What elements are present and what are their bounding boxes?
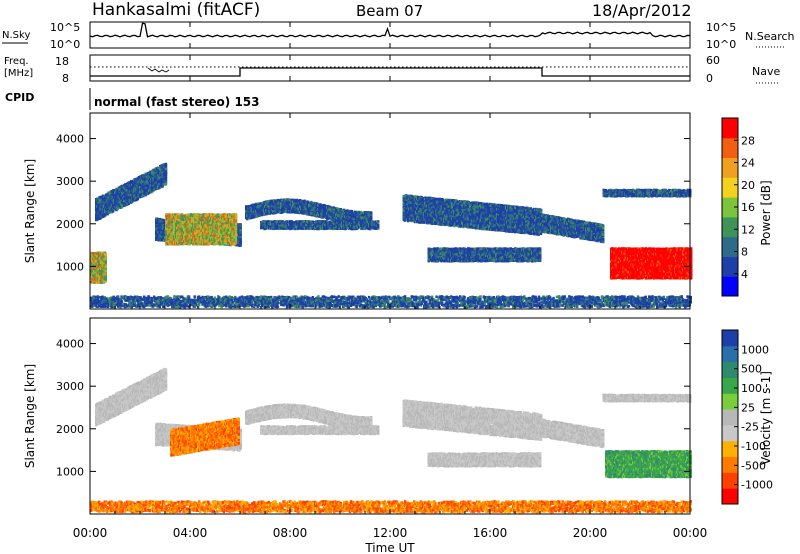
nave-tick-low: 0	[706, 72, 713, 85]
beam-label: Beam 07	[356, 2, 423, 20]
nsky-label: N.Sky	[2, 30, 30, 41]
noise-tick-high-right: 10^5	[706, 21, 736, 34]
noise-tick-low-right: 10^0	[706, 38, 736, 51]
plot-title: Hankasalmi (fitACF)	[92, 0, 260, 20]
nave-series	[90, 68, 690, 76]
date-label: 18/Apr/2012	[592, 1, 692, 20]
nave-label: Nave	[752, 65, 780, 78]
nave-series-blip	[148, 68, 169, 72]
figure: Hankasalmi (fitACF) Beam 07 18/Apr/2012 …	[0, 0, 800, 554]
nave-tick-high: 60	[706, 54, 720, 67]
cpid-label: CPID	[5, 91, 34, 104]
freq-tick-low: 8	[62, 72, 69, 85]
power-data	[90, 163, 692, 309]
cpid-text: normal (fast stereo) 153	[94, 95, 260, 109]
nsearch-label: N.Search	[745, 30, 795, 43]
noise-tick-low-left: 10^0	[50, 38, 80, 51]
freq-label: Freq.	[4, 56, 29, 67]
freq-unit-label: [MHz]	[4, 68, 33, 79]
freq-tick-high: 18	[55, 55, 69, 68]
noise-tick-high-left: 10^5	[50, 21, 80, 34]
